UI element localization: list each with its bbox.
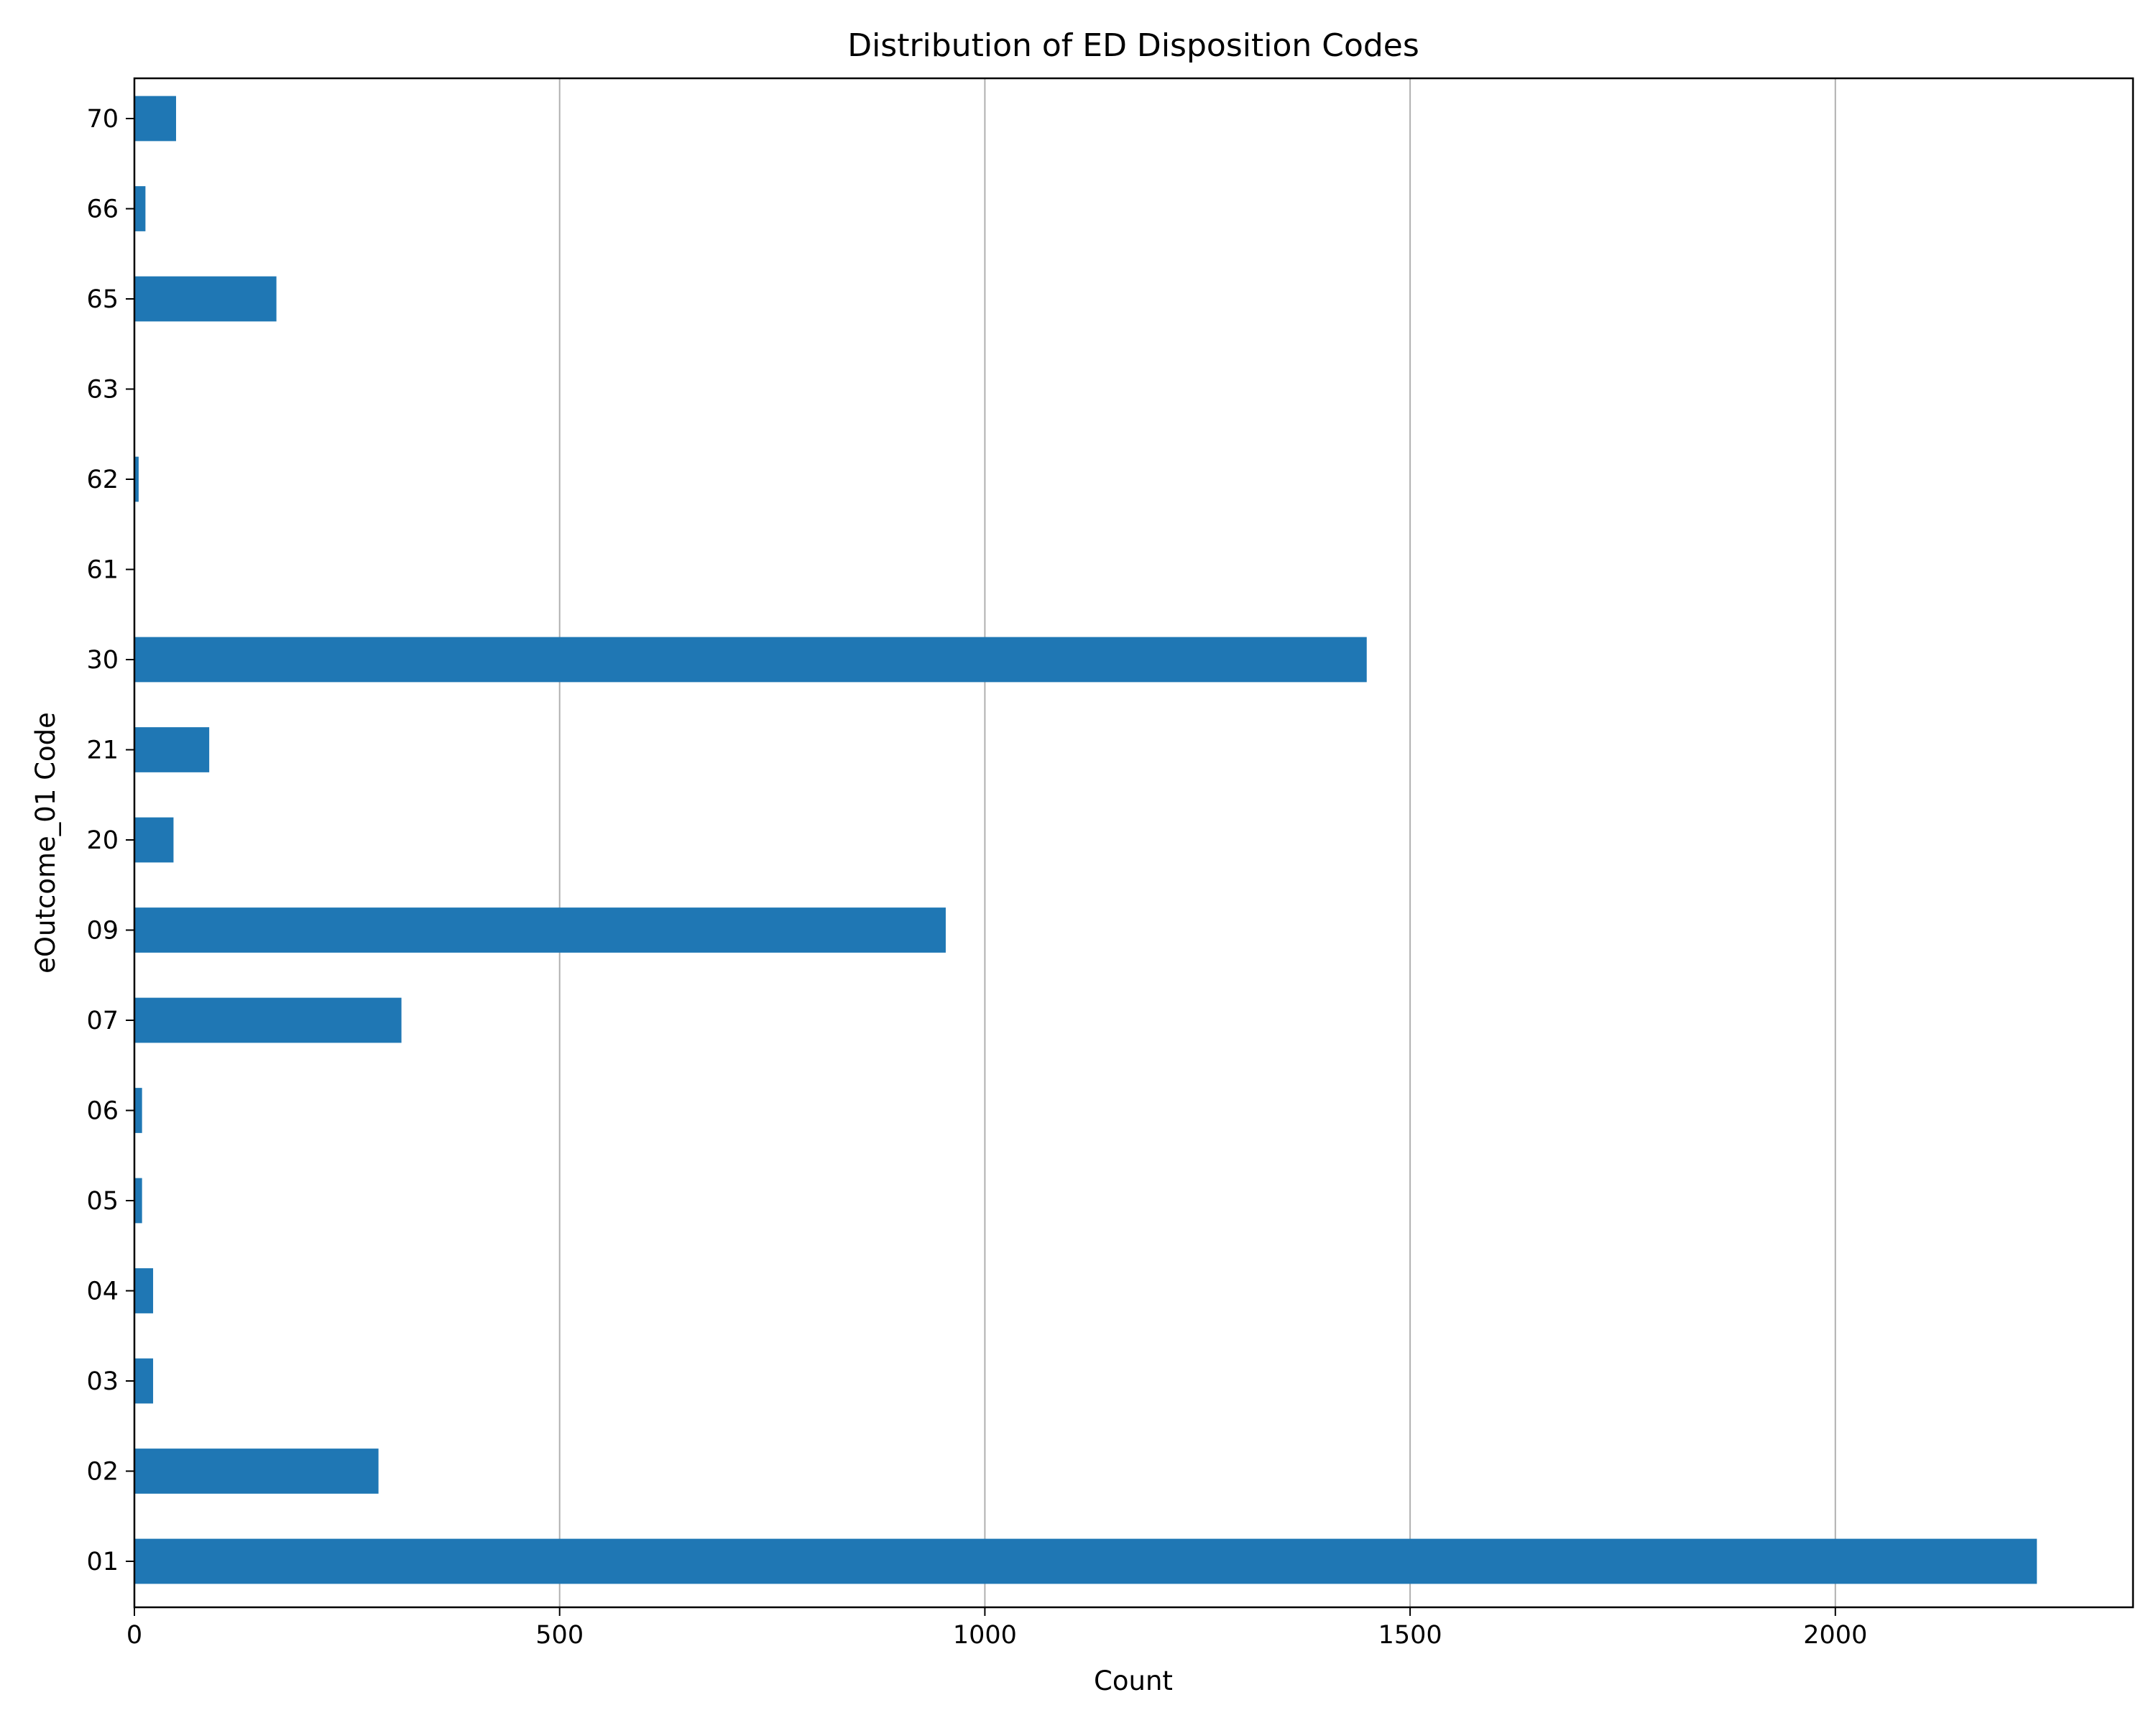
y-axis-ticks: 01 02 03 04 05 06 07 09 20 21 30 61 62 63 65 66 70 <box>86 105 134 1576</box>
bar-62 <box>134 456 139 502</box>
x-axis-label: Count <box>1094 1665 1173 1696</box>
x-tick-label: 0 <box>126 1621 142 1650</box>
y-tick-label: 20 <box>86 826 119 855</box>
y-tick-label: 65 <box>86 285 119 314</box>
x-tick-label: 1500 <box>1378 1621 1442 1650</box>
y-tick-label: 01 <box>86 1548 119 1576</box>
grid-layer <box>134 78 1836 1607</box>
x-tick-label: 1000 <box>953 1621 1017 1650</box>
y-tick-label: 70 <box>86 105 119 134</box>
bar-20 <box>134 817 174 863</box>
bar-21 <box>134 727 210 772</box>
y-tick-label: 61 <box>86 556 119 585</box>
chart-title: Distribution of ED Disposition Codes <box>847 27 1419 64</box>
y-tick-label: 05 <box>86 1187 119 1216</box>
y-tick-label: 04 <box>86 1277 119 1306</box>
y-tick-label: 30 <box>86 646 119 675</box>
bar-05 <box>134 1178 142 1224</box>
y-tick-label: 21 <box>86 736 119 765</box>
bar-70 <box>134 96 176 142</box>
y-tick-label: 06 <box>86 1097 119 1126</box>
y-tick-label: 03 <box>86 1367 119 1396</box>
bar-65 <box>134 276 277 322</box>
bar-09 <box>134 907 946 953</box>
bar-30 <box>134 637 1367 683</box>
bar-03 <box>134 1358 154 1404</box>
bar-66 <box>134 186 146 231</box>
y-tick-label: 63 <box>86 376 119 405</box>
x-tick-label: 2000 <box>1803 1621 1867 1650</box>
bar-layer <box>134 96 2037 1584</box>
y-tick-label: 62 <box>86 466 119 494</box>
x-axis-ticks: 0 500 1000 1500 2000 <box>126 1607 1867 1650</box>
bar-02 <box>134 1449 379 1494</box>
bar-04 <box>134 1268 154 1313</box>
y-axis-label: eOutcome_01 Code <box>30 712 61 974</box>
bar-07 <box>134 997 402 1043</box>
y-tick-label: 07 <box>86 1007 119 1035</box>
x-tick-label: 500 <box>535 1621 584 1650</box>
y-tick-label: 02 <box>86 1458 119 1487</box>
plot-frame <box>133 77 2134 1609</box>
bar-06 <box>134 1088 142 1133</box>
y-tick-label: 09 <box>86 917 119 946</box>
bar-01 <box>134 1538 2037 1584</box>
y-tick-label: 66 <box>86 195 119 224</box>
